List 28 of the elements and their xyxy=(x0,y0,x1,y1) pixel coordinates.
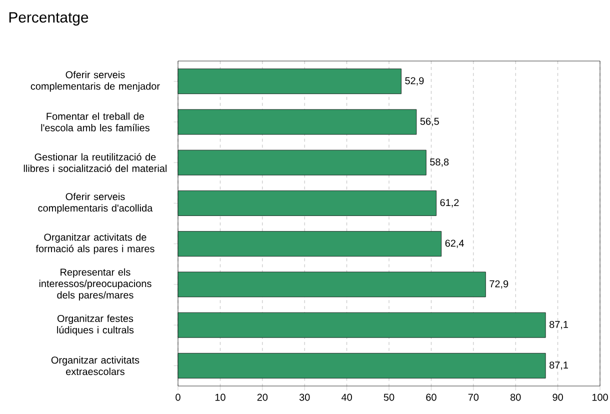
x-tick-label: 30 xyxy=(299,394,310,401)
data-label: 56,5 xyxy=(420,118,439,126)
data-label: 87,1 xyxy=(550,362,568,370)
x-tick-label: 70 xyxy=(468,394,479,401)
x-tick-label: 80 xyxy=(510,394,521,401)
data-label: 58,8 xyxy=(430,158,449,167)
data-label: 61,2 xyxy=(440,199,459,208)
x-tick-label: 50 xyxy=(384,394,394,401)
data-label: 52,9 xyxy=(405,77,424,86)
x-tick-label: 60 xyxy=(426,394,436,401)
y-tick-label: Fomentar el treball de l'escola amb les famílies xyxy=(41,112,150,132)
data-label: 72,9 xyxy=(490,280,508,289)
data-label: 62,4 xyxy=(445,240,464,248)
y-tick-label: Organitzar activitats de formació als pares i mares xyxy=(36,233,154,254)
y-tick-label: Oferir serveis complementaris d'acollida xyxy=(38,192,153,214)
x-tick-label: 10 xyxy=(215,394,226,401)
y-tick-label: Oferir serveis complementaris de menjador xyxy=(30,70,160,92)
data-label: 87,1 xyxy=(550,320,568,330)
x-tick-label: 40 xyxy=(342,394,352,401)
y-tick-label: Organitzar festes lúdiques i cultrals xyxy=(57,314,134,336)
x-tick-label: 90 xyxy=(552,394,563,401)
x-tick-label: 100 xyxy=(592,394,608,401)
y-tick-label: Representar els interessos/preocupacions dels pares/mares xyxy=(39,268,152,301)
y-tick-label: Gestionar la reutilització de llibres i socialització del material xyxy=(24,153,167,172)
x-tick-label: 20 xyxy=(257,394,268,401)
y-tick-label: Organitzar activitats extraescolars xyxy=(51,356,140,376)
text: Percentatge xyxy=(9,12,88,26)
x-tick-label: 0 xyxy=(176,394,180,401)
